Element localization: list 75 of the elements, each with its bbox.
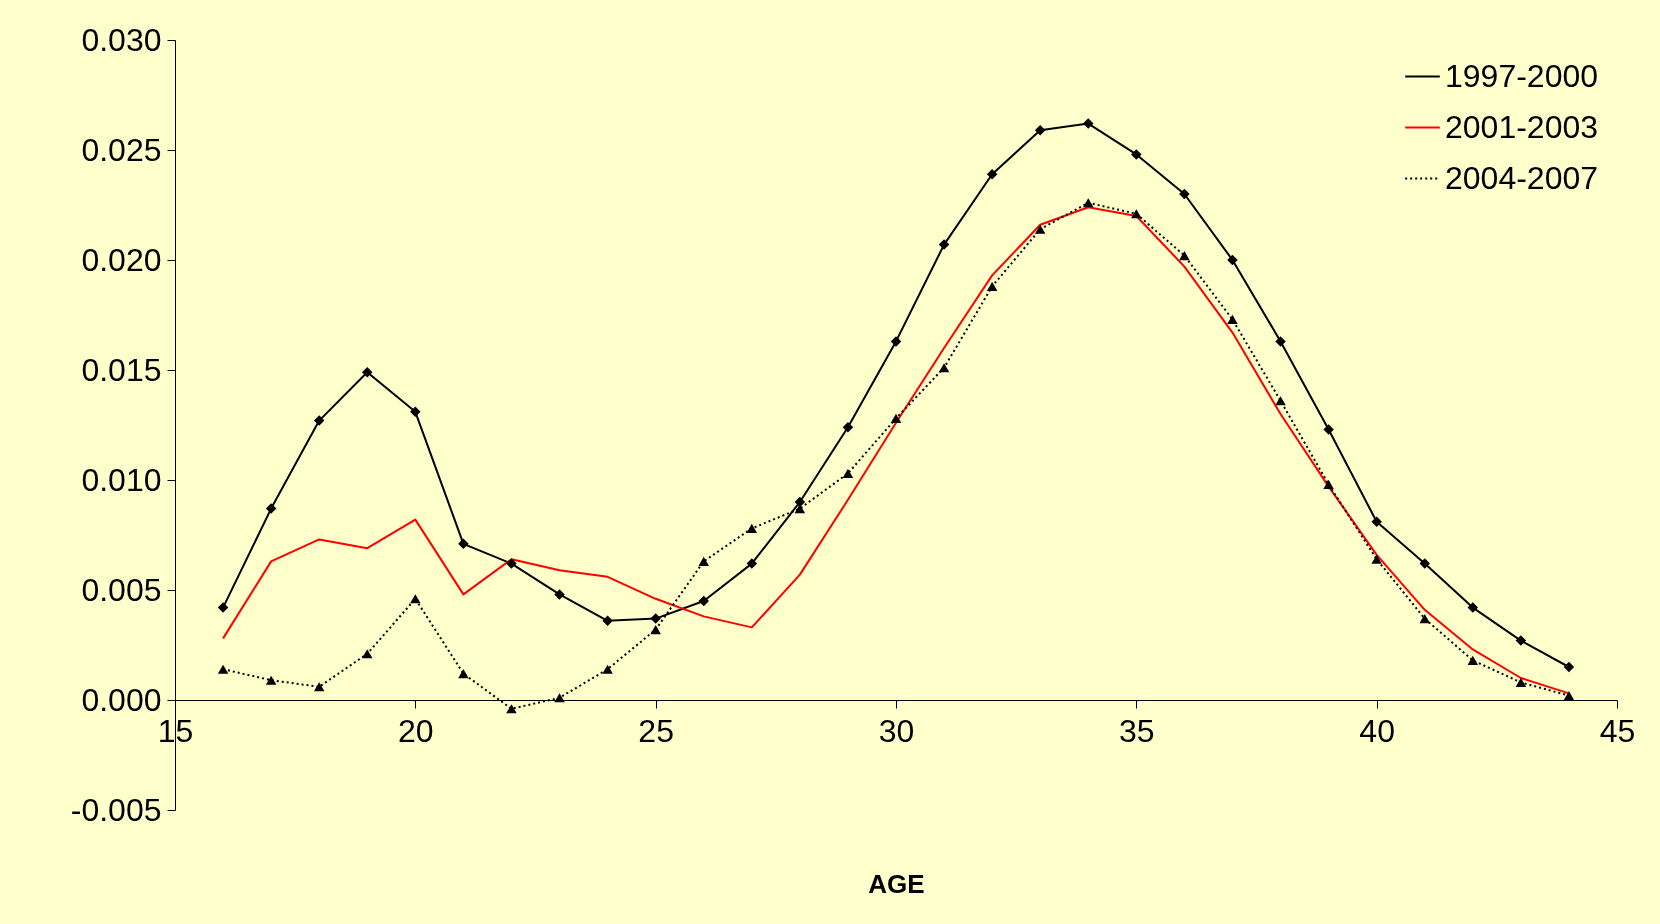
point <box>1467 655 1479 665</box>
point <box>1083 118 1094 129</box>
point <box>1131 149 1142 160</box>
point <box>362 649 373 659</box>
point <box>842 421 854 433</box>
point <box>1467 602 1479 613</box>
point <box>1179 251 1190 261</box>
point <box>986 168 998 180</box>
point <box>1227 314 1238 324</box>
x-tick-label: 20 <box>398 712 434 749</box>
point <box>458 669 469 679</box>
y-tick-label: 0.000 <box>81 681 162 718</box>
point <box>554 589 565 600</box>
point <box>1563 661 1575 673</box>
y-tick-label: 0.010 <box>81 461 162 498</box>
point <box>1323 479 1334 489</box>
point <box>1419 558 1430 569</box>
point <box>650 613 661 624</box>
y-tick-label: 0.020 <box>81 241 162 278</box>
y-tick-label: 0.030 <box>81 21 162 58</box>
point <box>842 468 854 478</box>
x-tick-label: 40 <box>1359 712 1395 749</box>
point <box>265 503 277 514</box>
point <box>1371 516 1382 528</box>
point <box>1419 614 1430 624</box>
point <box>1563 691 1575 701</box>
point <box>217 664 229 674</box>
y-tick-label: 0.005 <box>81 571 162 608</box>
point <box>938 363 950 373</box>
legend-label: 2004-2007 <box>1445 159 1599 196</box>
point <box>1131 209 1142 219</box>
x-tick-label: 35 <box>1119 712 1155 749</box>
point <box>986 281 998 291</box>
point <box>1515 677 1527 687</box>
point <box>265 675 277 685</box>
x-tick-label: 45 <box>1599 712 1636 749</box>
x-axis-title: AGE <box>868 868 925 899</box>
point <box>602 615 613 627</box>
point <box>746 558 758 569</box>
point <box>890 413 902 423</box>
point <box>1275 396 1286 406</box>
point <box>794 496 806 508</box>
point <box>410 594 421 604</box>
point <box>1515 635 1527 646</box>
point <box>1275 336 1286 347</box>
point <box>938 239 950 250</box>
point <box>1034 124 1046 136</box>
point <box>1323 424 1334 435</box>
x-tick-label: 30 <box>878 712 915 749</box>
point <box>313 682 325 692</box>
legend-label: 2001-2003 <box>1445 108 1599 145</box>
point <box>698 556 709 566</box>
point <box>506 704 517 714</box>
point <box>1179 188 1190 200</box>
point <box>362 366 373 378</box>
point <box>217 602 229 613</box>
y-tick-label: 0.025 <box>81 131 162 168</box>
y-tick-label: 0.015 <box>81 351 162 388</box>
point <box>1227 254 1238 266</box>
point <box>746 523 758 533</box>
point <box>890 336 902 347</box>
legend-label: 1997-2000 <box>1445 57 1599 94</box>
point <box>506 558 517 569</box>
point <box>698 595 709 607</box>
y-tick-label: -0.005 <box>70 791 162 828</box>
point <box>650 625 661 635</box>
point <box>554 693 565 703</box>
point <box>410 406 421 418</box>
point <box>1371 554 1382 564</box>
point <box>1034 224 1046 234</box>
point <box>1083 198 1094 208</box>
x-tick-label: 25 <box>638 712 674 749</box>
point <box>602 664 613 674</box>
point <box>458 538 469 550</box>
point <box>313 415 325 426</box>
